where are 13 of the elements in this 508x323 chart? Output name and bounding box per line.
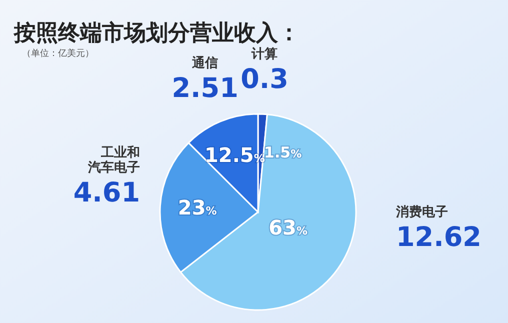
- data-label: 4.61: [73, 178, 140, 209]
- data-label: 0.3: [240, 64, 288, 96]
- text: 1.5%: [264, 143, 302, 162]
- data-label: 2.51: [172, 73, 238, 104]
- text: 23%: [178, 195, 217, 220]
- slice-label: 消费电子: [395, 205, 448, 220]
- chart-title: 按照终端市场划分营业收入：: [13, 20, 300, 46]
- slice-label: 通信: [191, 55, 218, 72]
- chart-subtitle: （单位：亿美元）: [22, 48, 94, 59]
- slice-label: 计算: [250, 47, 278, 62]
- data-label: 12.62: [396, 222, 482, 253]
- slice-label: 工业和汽车电子: [87, 144, 140, 176]
- text: 63%: [268, 215, 308, 240]
